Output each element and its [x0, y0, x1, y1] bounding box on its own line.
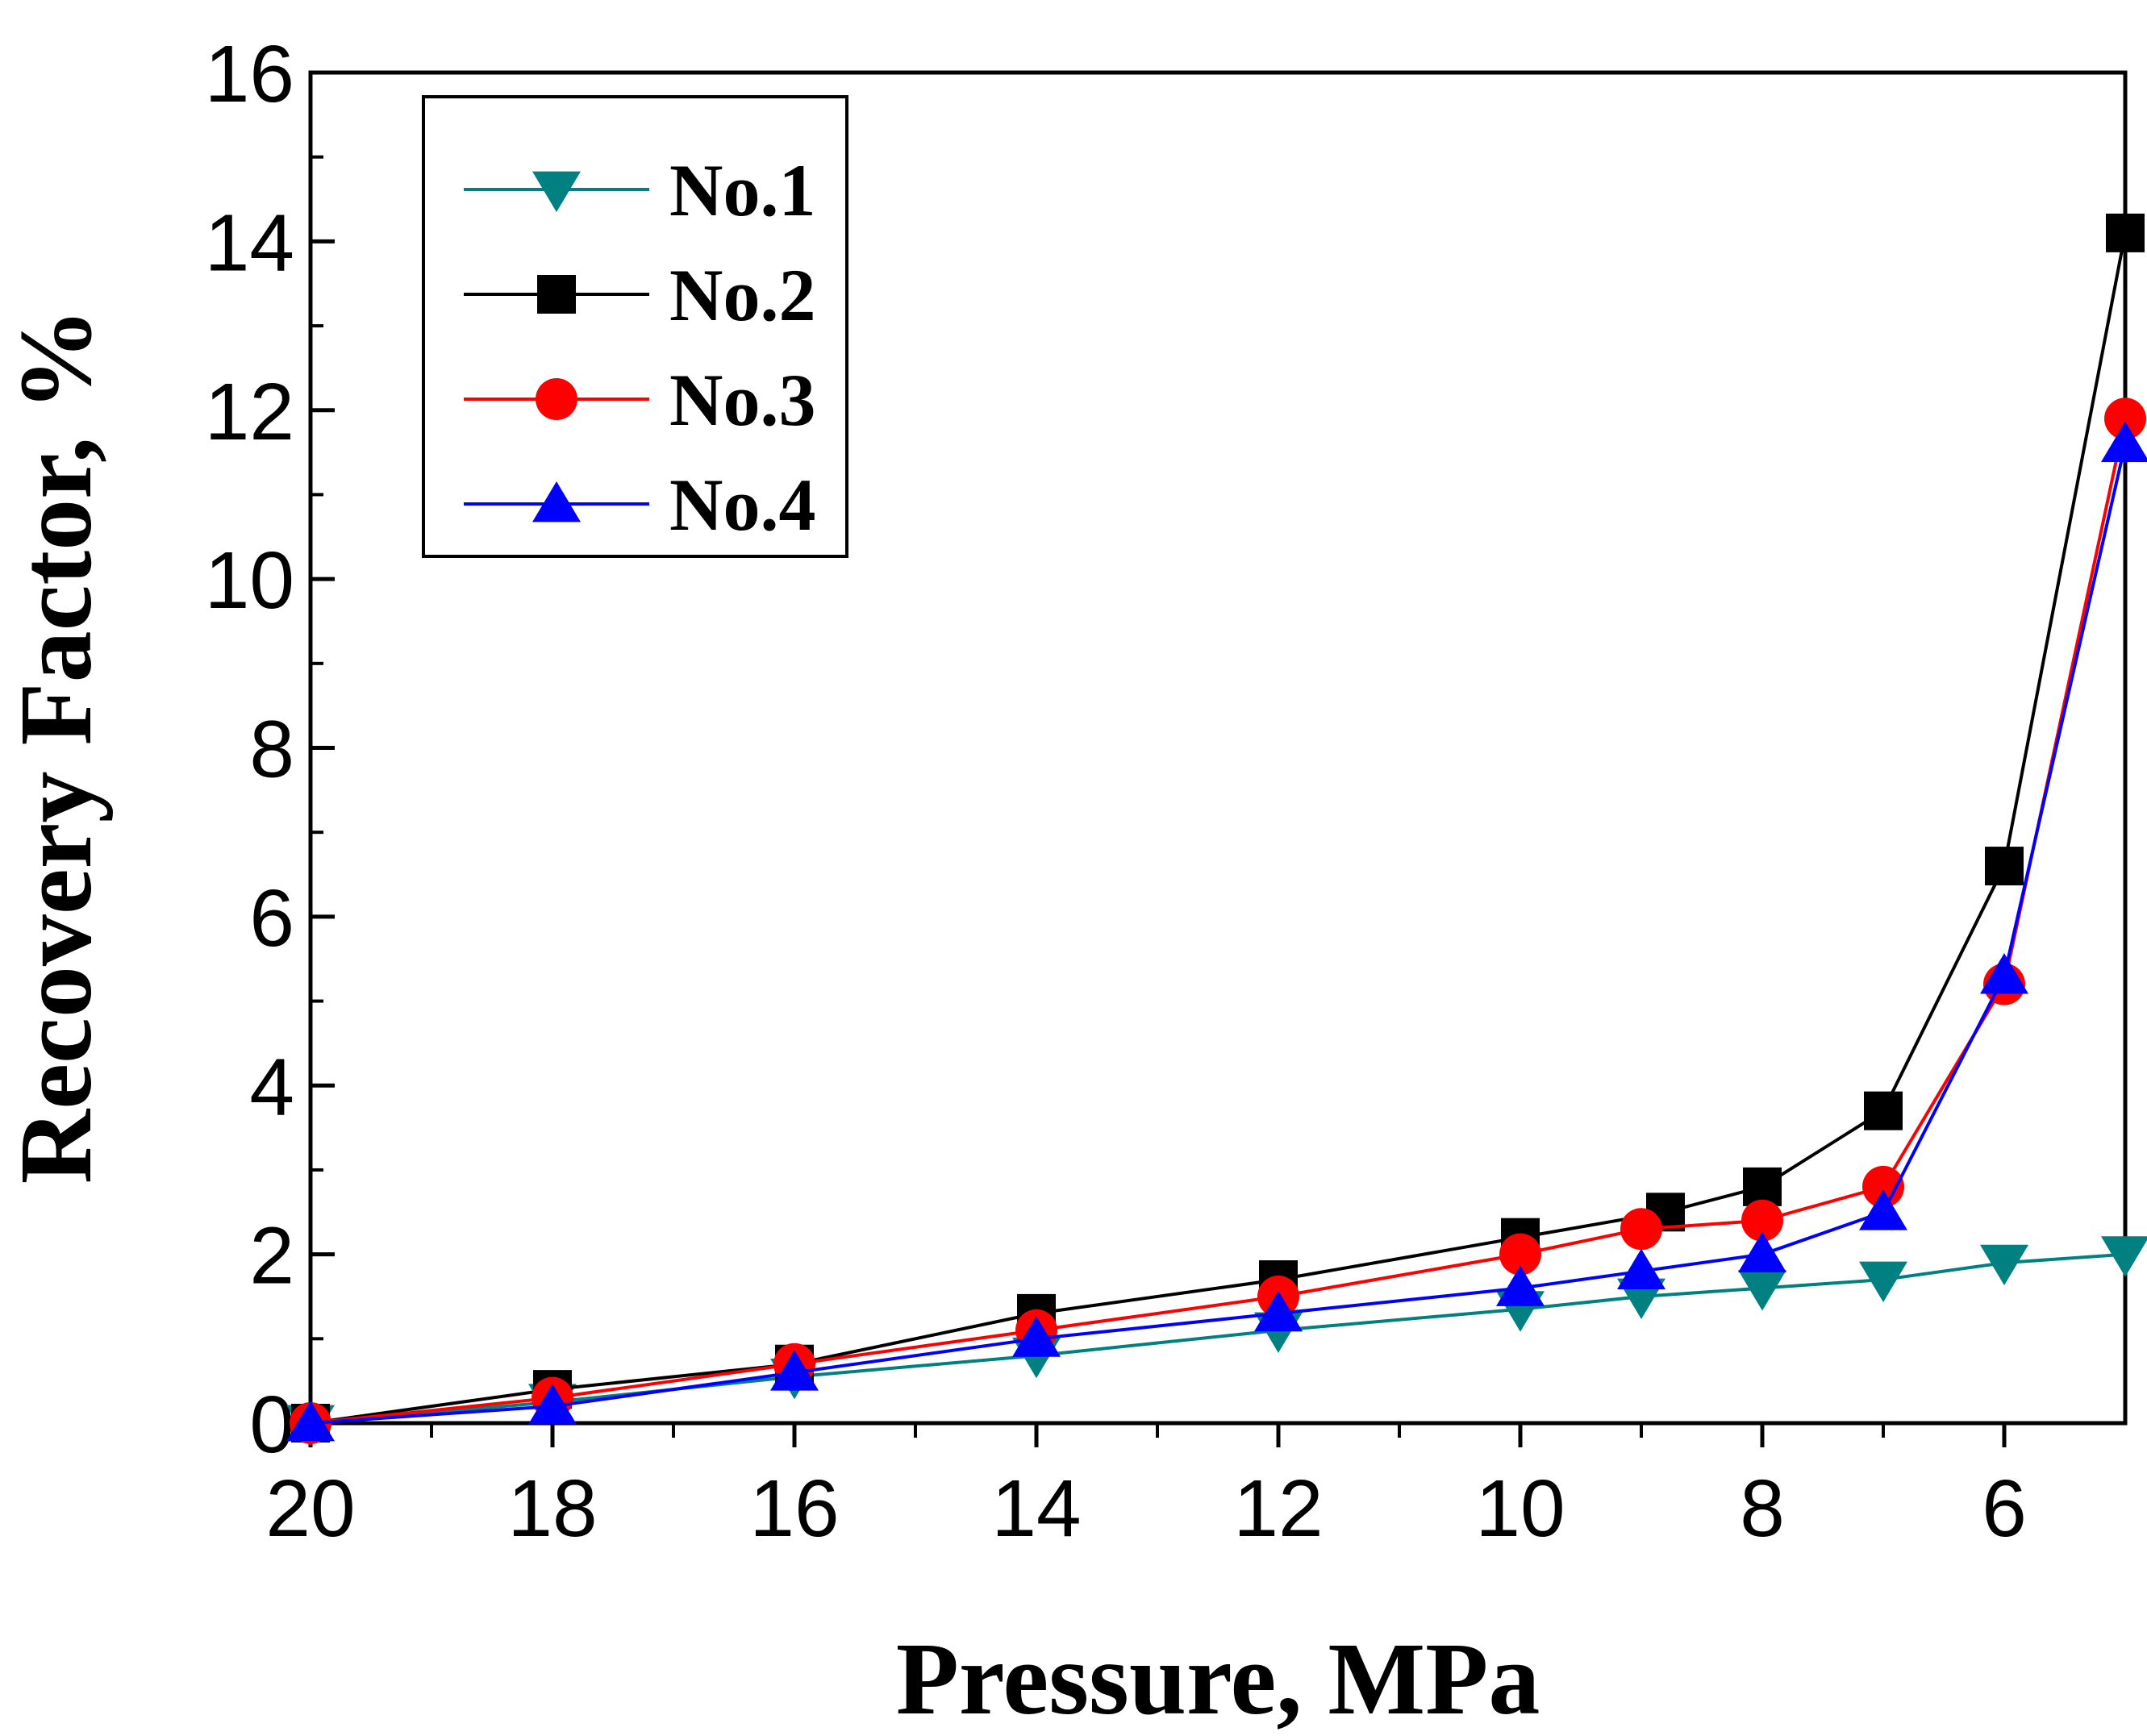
y-tick-label: 12 [205, 367, 294, 457]
data-point-no4 [528, 1384, 577, 1425]
legend-label-no2: No.2 [669, 254, 815, 336]
data-point-no2 [2106, 213, 2145, 252]
x-tick-label: 6 [1982, 1463, 2027, 1554]
data-point-no4 [1617, 1248, 1665, 1289]
data-point-no4 [1496, 1265, 1545, 1306]
x-axis-title: Pressure, MPa [896, 1622, 1540, 1736]
data-point-no4 [2101, 421, 2147, 463]
x-tick-label: 8 [1740, 1463, 1785, 1554]
y-axis-title: Recovery Factor, % [0, 308, 113, 1184]
data-point-no4 [1738, 1231, 1786, 1273]
y-tick-label: 4 [249, 1042, 294, 1132]
legend-marker-no3 [536, 378, 577, 420]
x-tick-label: 16 [749, 1463, 839, 1554]
data-point-no1 [1980, 1244, 2028, 1286]
legend: No.1 No.2 No.3 No.4 [422, 95, 848, 558]
series-line-no3 [310, 418, 2127, 1425]
data-point-no4 [1859, 1189, 1907, 1230]
data-point-no3 [1620, 1208, 1662, 1251]
axis-ticks: 0 2 4 6 8 10 12 14 16 20 18 16 14 12 10 8 6 [205, 29, 2027, 1554]
series-layer [286, 213, 2147, 1446]
data-point-no3 [1741, 1199, 1783, 1242]
series-line-no4 [310, 443, 2127, 1425]
data-point-no4 [1254, 1290, 1303, 1332]
x-tick-label: 18 [507, 1463, 597, 1554]
legend-label-no3: No.3 [669, 359, 815, 441]
data-point-no2 [1985, 847, 2024, 886]
data-point-no3 [1499, 1233, 1541, 1276]
y-tick-label: 10 [205, 535, 294, 626]
y-tick-label: 14 [205, 198, 294, 288]
legend-label-no4: No.4 [669, 464, 815, 546]
legend-marker-no4 [532, 481, 581, 522]
data-point-no1 [1738, 1270, 1786, 1311]
series-line-no1 [310, 1252, 2126, 1425]
y-tick-label: 0 [249, 1380, 294, 1470]
x-tick-label: 20 [265, 1463, 355, 1554]
data-point-no3 [2104, 398, 2146, 440]
data-point-no4 [1012, 1316, 1061, 1357]
data-point-no4 [770, 1350, 819, 1391]
data-point-no1 [2101, 1236, 2147, 1277]
x-tick-label: 10 [1475, 1463, 1565, 1554]
y-tick-label: 16 [205, 29, 294, 119]
legend-marker-no1 [532, 171, 581, 212]
data-point-no2 [1864, 1091, 1903, 1130]
data-point-no4 [286, 1401, 335, 1442]
legend-marker-no2 [537, 275, 576, 314]
y-tick-label: 2 [249, 1211, 294, 1301]
x-tick-label: 14 [991, 1463, 1081, 1554]
series-no4 [286, 421, 2147, 1442]
data-point-no1 [1859, 1261, 1907, 1303]
legend-label-no1: No.1 [669, 149, 815, 231]
y-tick-label: 8 [249, 705, 294, 795]
x-tick-label: 12 [1233, 1463, 1323, 1554]
legend-box [422, 95, 848, 558]
y-tick-label: 6 [249, 873, 294, 964]
data-point-no3 [1862, 1165, 1904, 1208]
data-point-no4 [1980, 953, 2028, 994]
